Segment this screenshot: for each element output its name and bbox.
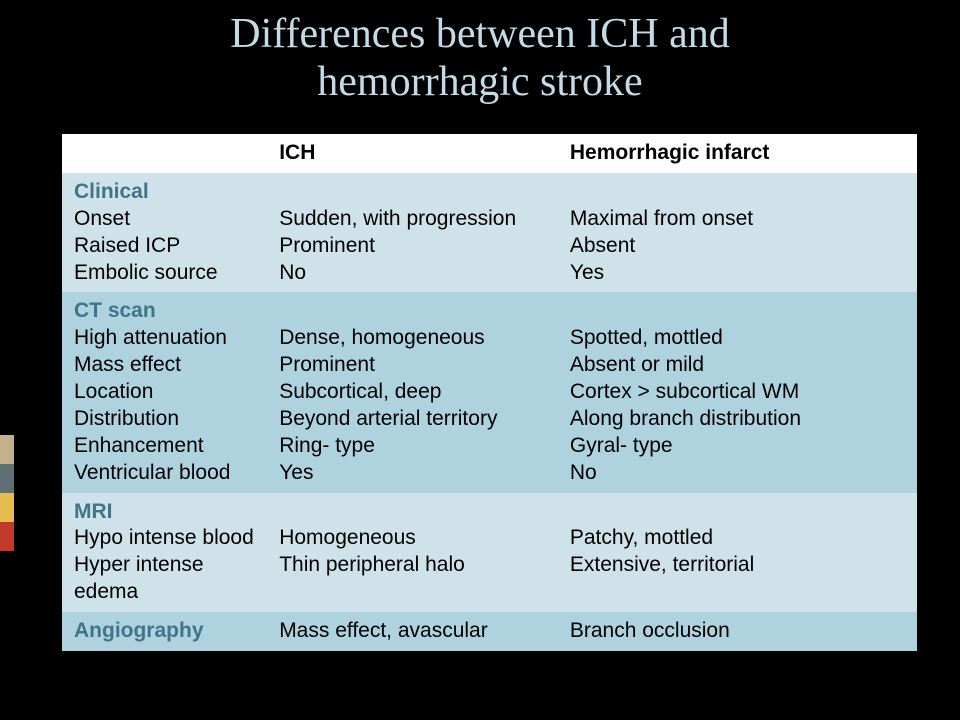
hi-value: Absent	[570, 233, 907, 260]
section-head: CT scan	[74, 298, 257, 325]
section-sublabel: Distribution	[74, 406, 257, 433]
table-row: Angiography Mass effect, avascular Branch …	[62, 612, 917, 651]
ich-value: Dense, homogeneous	[279, 325, 548, 352]
table-header-row: ICHHemorrhagic infarct	[62, 134, 917, 173]
hi-value: Spotted, mottled	[570, 325, 907, 352]
ich-value: Homogeneous	[279, 525, 548, 552]
section-sublabel: Onset	[74, 206, 257, 233]
ich-cell: HomogeneousThin peripheral halo	[267, 493, 558, 613]
comparison-table-wrap: ICHHemorrhagic infarctClinicalOnsetRaise…	[62, 134, 917, 651]
accent-bars	[0, 435, 14, 551]
section-head: MRI	[74, 499, 257, 526]
slide-title: Differences between ICH and hemorrhagic …	[0, 0, 960, 107]
title-line-2: hemorrhagic stroke	[317, 59, 642, 105]
ich-value: Prominent	[279, 352, 548, 379]
comparison-table: ICHHemorrhagic infarctClinicalOnsetRaise…	[62, 134, 917, 651]
section-label-cell: ClinicalOnsetRaised ICPEmbolic source	[62, 173, 267, 293]
hi-value: Absent or mild	[570, 352, 907, 379]
section-label-cell: CT scanHigh attenuationMass effectLocati…	[62, 292, 267, 492]
section-sublabel: Ventricular blood	[74, 460, 257, 487]
section-sublabel: High attenuation	[74, 325, 257, 352]
hi-value: Gyral- type	[570, 433, 907, 460]
table-row: MRIHypo intense bloodHyper intense edema…	[62, 493, 917, 613]
table-row: ClinicalOnsetRaised ICPEmbolic source Su…	[62, 173, 917, 293]
section-head: Clinical	[74, 179, 257, 206]
spacer	[279, 298, 548, 325]
ich-value: No	[279, 260, 548, 287]
title-line-1: Differences between ICH and	[230, 11, 730, 57]
section-sublabel: Location	[74, 379, 257, 406]
spacer	[279, 499, 548, 526]
accent-bar-3	[0, 522, 14, 551]
ich-cell: Dense, homogeneousProminentSubcortical, …	[267, 292, 558, 492]
accent-bar-0	[0, 435, 14, 464]
hi-value: Along branch distribution	[570, 406, 907, 433]
section-sublabel: Enhancement	[74, 433, 257, 460]
section-sublabel: Mass effect	[74, 352, 257, 379]
hi-value: Maximal from onset	[570, 206, 907, 233]
ich-value: Subcortical, deep	[279, 379, 548, 406]
header-cell-2: Hemorrhagic infarct	[558, 134, 917, 173]
ich-value: Yes	[279, 460, 548, 487]
ich-value: Sudden, with progression	[279, 206, 548, 233]
hi-value: Cortex > subcortical WM	[570, 379, 907, 406]
ich-value: Ring- type	[279, 433, 548, 460]
header-cell-0	[62, 134, 267, 173]
hi-value: Branch occlusion	[570, 618, 907, 645]
hi-value: No	[570, 460, 907, 487]
section-sublabel: Raised ICP	[74, 233, 257, 260]
ich-value: Mass effect, avascular	[279, 618, 548, 645]
spacer	[570, 499, 907, 526]
accent-bar-1	[0, 464, 14, 493]
accent-bar-2	[0, 493, 14, 522]
section-label-cell: MRIHypo intense bloodHyper intense edema	[62, 493, 267, 613]
hi-cell: Maximal from onsetAbsentYes	[558, 173, 917, 293]
section-label-cell: Angiography	[62, 612, 267, 651]
section-head: Angiography	[74, 618, 257, 645]
table-row: CT scanHigh attenuationMass effectLocati…	[62, 292, 917, 492]
section-sublabel: Embolic source	[74, 260, 257, 287]
spacer	[279, 179, 548, 206]
table-body: ICHHemorrhagic infarctClinicalOnsetRaise…	[62, 134, 917, 651]
ich-value: Beyond arterial territory	[279, 406, 548, 433]
hi-cell: Branch occlusion	[558, 612, 917, 651]
hi-cell: Spotted, mottledAbsent or mildCortex > s…	[558, 292, 917, 492]
ich-value: Thin peripheral halo	[279, 552, 548, 579]
spacer	[570, 179, 907, 206]
section-sublabel: Hypo intense blood	[74, 525, 257, 552]
hi-cell: Patchy, mottledExtensive, territorial	[558, 493, 917, 613]
ich-cell: Sudden, with progressionProminentNo	[267, 173, 558, 293]
hi-value: Patchy, mottled	[570, 525, 907, 552]
hi-value: Extensive, territorial	[570, 552, 907, 579]
spacer	[570, 298, 907, 325]
ich-cell: Mass effect, avascular	[267, 612, 558, 651]
header-cell-1: ICH	[267, 134, 558, 173]
ich-value: Prominent	[279, 233, 548, 260]
hi-value: Yes	[570, 260, 907, 287]
section-sublabel: Hyper intense edema	[74, 552, 257, 606]
